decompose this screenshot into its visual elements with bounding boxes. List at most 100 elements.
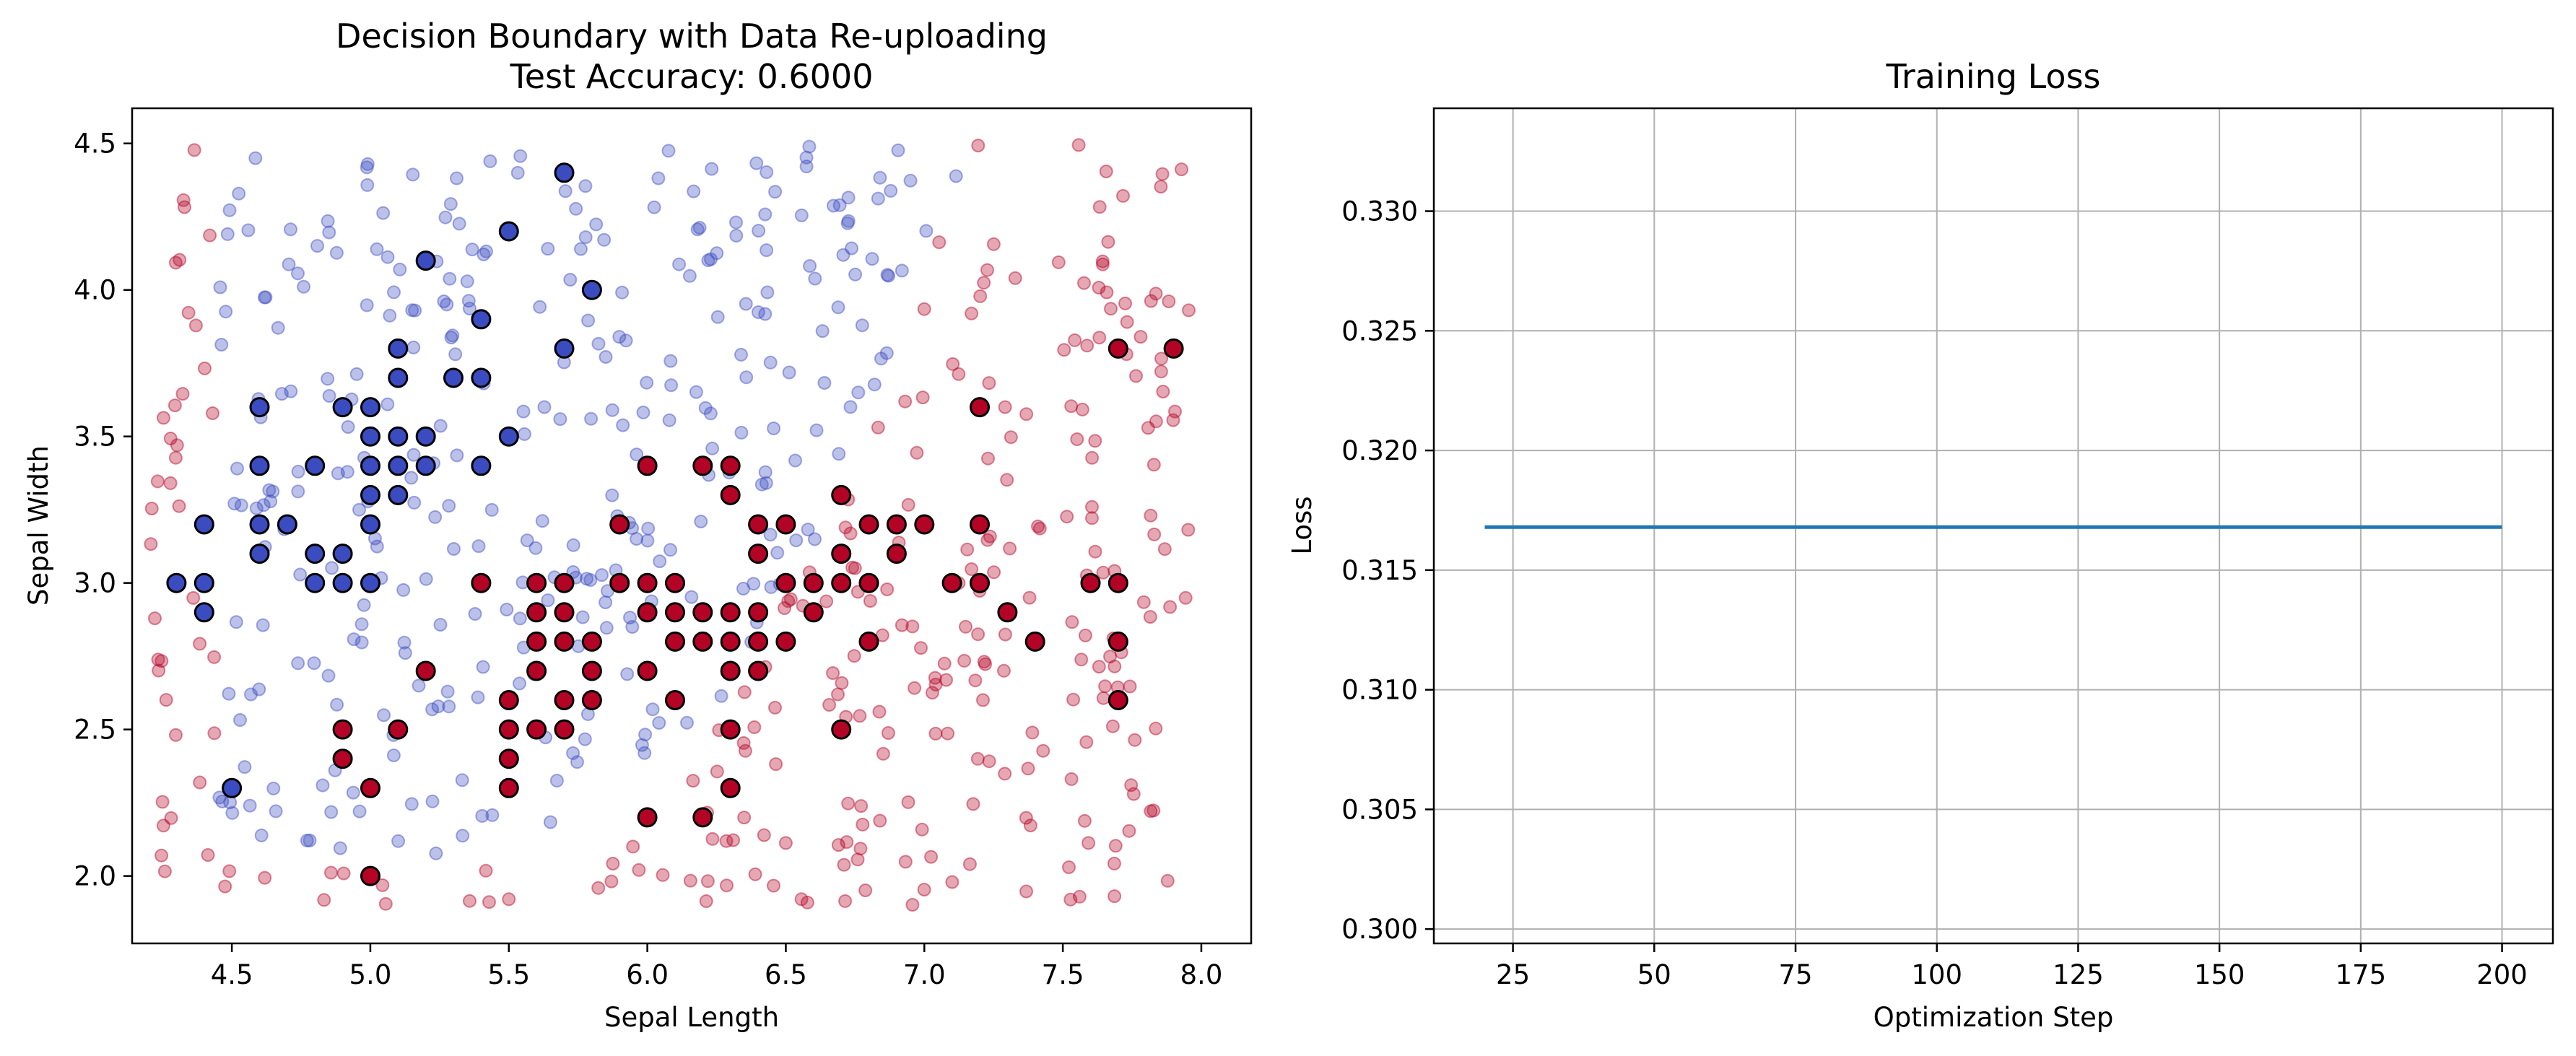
background-point bbox=[1079, 735, 1094, 749]
data-point bbox=[415, 660, 436, 681]
data-point bbox=[332, 397, 353, 418]
data-point bbox=[1108, 690, 1128, 710]
background-point bbox=[321, 214, 335, 228]
background-point bbox=[447, 542, 461, 556]
background-point bbox=[471, 690, 485, 704]
background-point bbox=[1105, 719, 1120, 733]
background-point bbox=[1143, 610, 1157, 624]
background-point bbox=[620, 667, 635, 681]
background-point bbox=[1082, 836, 1096, 850]
background-point bbox=[758, 207, 773, 222]
background-point bbox=[479, 863, 493, 878]
background-point bbox=[324, 805, 339, 819]
background-point bbox=[1181, 523, 1196, 537]
background-point bbox=[1144, 508, 1158, 523]
data-point bbox=[637, 572, 658, 593]
plot-frame bbox=[131, 107, 1253, 945]
data-point bbox=[886, 514, 907, 535]
data-point bbox=[360, 514, 380, 535]
background-point bbox=[978, 657, 993, 671]
background-point bbox=[788, 453, 802, 468]
y-tick-label: 2.5 bbox=[74, 715, 116, 746]
background-point bbox=[1178, 590, 1193, 605]
background-point bbox=[1107, 856, 1121, 870]
background-point bbox=[193, 775, 207, 790]
data-point bbox=[443, 367, 464, 388]
data-point bbox=[720, 484, 741, 505]
data-point bbox=[803, 572, 824, 593]
background-point bbox=[566, 538, 580, 552]
background-point bbox=[151, 653, 165, 667]
x-tick-label: 4.5 bbox=[211, 959, 253, 990]
background-point bbox=[910, 445, 924, 460]
background-point bbox=[234, 498, 248, 512]
background-point bbox=[970, 751, 985, 766]
background-point bbox=[1085, 450, 1100, 465]
background-point bbox=[734, 347, 748, 362]
background-point bbox=[433, 419, 448, 433]
background-point bbox=[450, 448, 464, 463]
background-point bbox=[855, 318, 869, 333]
data-point bbox=[471, 455, 492, 476]
background-point bbox=[1146, 458, 1161, 472]
background-point bbox=[606, 857, 620, 870]
data-point bbox=[249, 514, 270, 535]
background-point bbox=[360, 178, 375, 192]
background-point bbox=[440, 297, 454, 312]
background-point bbox=[575, 610, 590, 624]
background-point bbox=[574, 242, 588, 256]
data-point bbox=[498, 426, 519, 447]
background-point bbox=[442, 499, 456, 513]
background-point bbox=[1144, 294, 1158, 308]
background-point bbox=[376, 206, 391, 220]
background-point bbox=[322, 389, 336, 403]
data-point bbox=[748, 514, 769, 535]
y-tick-label: 0.300 bbox=[1341, 914, 1418, 945]
background-point bbox=[541, 242, 555, 256]
background-point bbox=[1154, 352, 1168, 366]
background-point bbox=[872, 704, 887, 719]
background-point bbox=[322, 225, 336, 240]
background-point bbox=[150, 474, 165, 489]
x-tick-label: 6.5 bbox=[765, 959, 807, 990]
background-point bbox=[1075, 402, 1089, 416]
background-point bbox=[380, 250, 395, 264]
data-point bbox=[471, 572, 492, 593]
background-point bbox=[219, 305, 233, 319]
plot-frame bbox=[1432, 107, 2554, 945]
background-point bbox=[370, 539, 384, 554]
background-point bbox=[1092, 660, 1106, 674]
data-point bbox=[1080, 572, 1101, 593]
data-point bbox=[498, 749, 519, 769]
x-tick-label: 50 bbox=[1637, 959, 1671, 990]
background-point bbox=[690, 222, 705, 237]
background-point bbox=[987, 565, 1001, 580]
background-point bbox=[543, 815, 557, 829]
data-point bbox=[526, 719, 547, 740]
background-point bbox=[178, 200, 191, 214]
background-point bbox=[212, 790, 227, 805]
background-point bbox=[945, 875, 960, 889]
background-point bbox=[653, 554, 667, 569]
background-point bbox=[222, 864, 237, 878]
background-point bbox=[533, 300, 547, 314]
background-point bbox=[1096, 691, 1110, 705]
background-point bbox=[252, 682, 266, 697]
data-point bbox=[332, 749, 353, 769]
background-point bbox=[589, 217, 604, 232]
background-point bbox=[387, 285, 401, 300]
background-point bbox=[1120, 315, 1134, 329]
data-point bbox=[609, 572, 630, 593]
background-point bbox=[1163, 600, 1178, 614]
background-point bbox=[156, 819, 170, 833]
background-point bbox=[1149, 414, 1163, 429]
background-point bbox=[233, 713, 247, 727]
data-point bbox=[748, 660, 769, 681]
background-point bbox=[1122, 824, 1136, 838]
background-point bbox=[881, 726, 895, 740]
background-point bbox=[1088, 544, 1102, 559]
data-point bbox=[360, 426, 380, 447]
background-point bbox=[794, 892, 809, 907]
y-tick-label: 0.330 bbox=[1341, 196, 1418, 227]
data-point bbox=[415, 250, 436, 271]
